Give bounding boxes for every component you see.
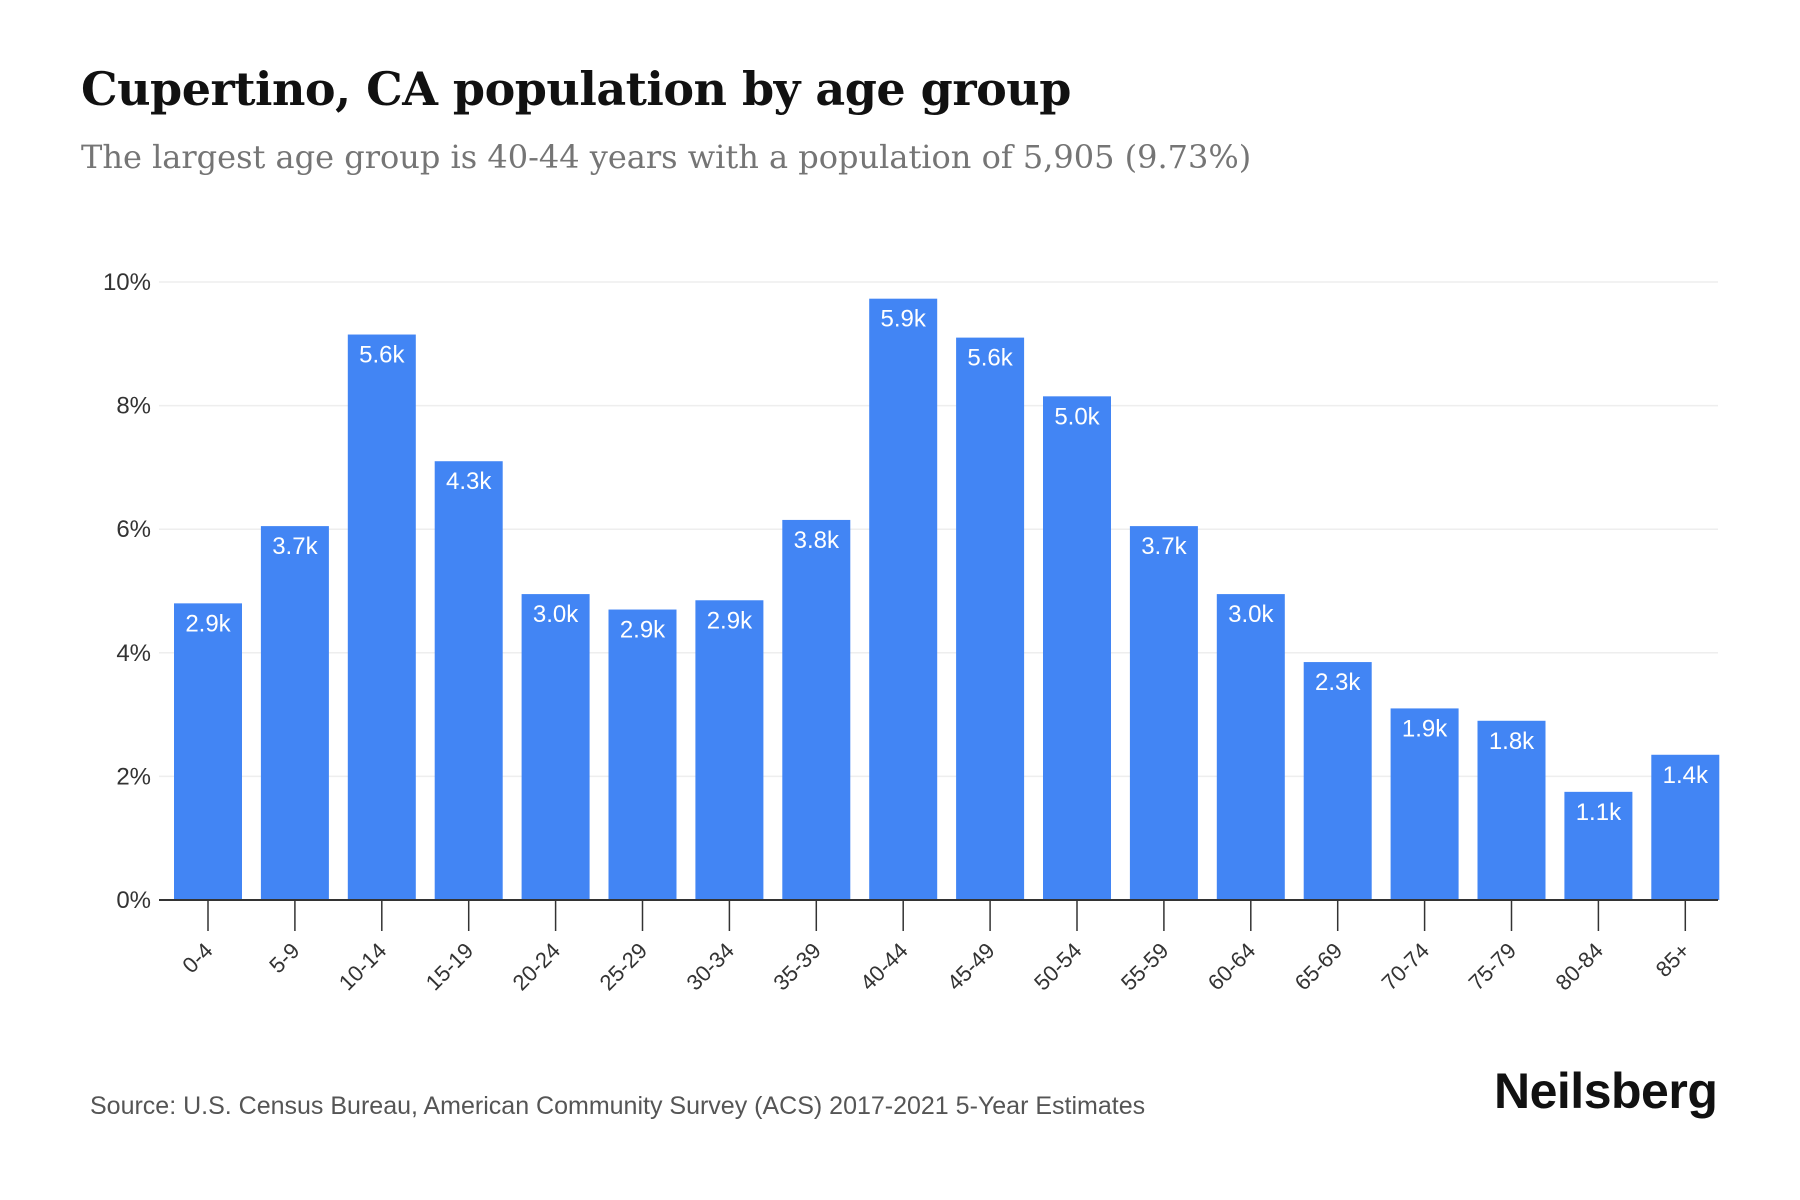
bar-chart: 0%2%4%6%8%10% 2.9k3.7k5.6k4.3k3.0k2.9k 2.… bbox=[103, 269, 1720, 995]
source-note: Source: U.S. Census Bureau, American Com… bbox=[90, 1092, 1146, 1120]
brand-logo: Neilsberg bbox=[1494, 1063, 1718, 1119]
x-tick-label: 45-49 bbox=[942, 938, 999, 995]
bar bbox=[347, 334, 416, 900]
bar-data-label: 3.7k bbox=[272, 533, 318, 560]
bar-data-label: 2.9k bbox=[185, 610, 231, 637]
bar-data-label: 1.4k bbox=[1663, 762, 1709, 789]
bar bbox=[521, 594, 590, 900]
gridlines bbox=[159, 281, 1718, 778]
bar-data-label: 3.0k bbox=[1228, 601, 1274, 628]
bar-data-label: 1.8k bbox=[1489, 728, 1535, 755]
x-tick-label: 65-69 bbox=[1290, 938, 1347, 995]
bar bbox=[1390, 708, 1459, 900]
x-tick-label: 55-59 bbox=[1116, 938, 1173, 995]
bar bbox=[174, 603, 242, 900]
bar bbox=[1303, 662, 1372, 900]
bar-data-label: 5.6k bbox=[359, 342, 405, 369]
bar-data-label: 3.0k bbox=[533, 601, 579, 628]
bar-data-label: 1.9k bbox=[1402, 715, 1448, 742]
x-tick-label: 0-4 bbox=[177, 938, 217, 978]
bar bbox=[260, 526, 329, 900]
bar-data-label: 5.6k bbox=[967, 345, 1013, 372]
x-tick-label: 15-19 bbox=[421, 938, 478, 995]
bar bbox=[608, 609, 677, 900]
chart-subtitle: The largest age group is 40-44 years wit… bbox=[81, 138, 1252, 176]
x-tick-label: 40-44 bbox=[855, 938, 912, 995]
chart-title: Cupertino, CA population by age group bbox=[81, 62, 1071, 116]
bar bbox=[1477, 720, 1546, 900]
x-tick-label: 75-79 bbox=[1464, 938, 1521, 995]
bars bbox=[174, 298, 1720, 900]
bar-data-label: 2.9k bbox=[707, 607, 753, 634]
bar-data-label: 2.3k bbox=[1315, 669, 1361, 696]
y-tick-label: 6% bbox=[116, 516, 151, 543]
x-tick-label: 20-24 bbox=[508, 938, 565, 995]
bar bbox=[869, 298, 938, 900]
y-tick-label: 2% bbox=[116, 763, 151, 790]
x-tick-label: 10-14 bbox=[334, 938, 391, 995]
x-tick-label: 80-84 bbox=[1550, 938, 1607, 995]
x-tick-label: 5-9 bbox=[264, 938, 304, 978]
bar bbox=[1216, 594, 1285, 900]
bar bbox=[956, 337, 1025, 900]
bar bbox=[1564, 791, 1633, 900]
bar bbox=[1043, 396, 1111, 900]
bar-data-labels: 2.9k 3.7k 5.6k 4.3k 3.0k 2.9k 2.9k 3.8k 5.9k 5.6k… bbox=[185, 306, 1709, 826]
y-tick-label: 4% bbox=[116, 640, 151, 667]
x-tick-label: 85+ bbox=[1651, 938, 1695, 982]
x-axis-ticks: 0-4 5-9 10-14 15-19 20-24 25-29 30-34 35-39 40-4… bbox=[177, 900, 1695, 995]
y-tick-label: 10% bbox=[103, 269, 151, 296]
x-tick-label: 30-34 bbox=[681, 938, 738, 995]
bar bbox=[1129, 526, 1198, 900]
x-tick-label: 50-54 bbox=[1029, 938, 1086, 995]
bar bbox=[695, 600, 764, 900]
bar-data-label: 3.8k bbox=[794, 527, 840, 554]
bar-data-label: 5.9k bbox=[881, 306, 927, 333]
bar-data-label: 3.7k bbox=[1141, 533, 1187, 560]
x-tick-label: 60-64 bbox=[1203, 938, 1260, 995]
bar-data-label: 1.1k bbox=[1576, 799, 1622, 826]
bar bbox=[1651, 754, 1720, 900]
x-tick-label: 25-29 bbox=[595, 938, 652, 995]
bar bbox=[782, 519, 851, 900]
bar bbox=[434, 461, 503, 900]
x-tick-label: 70-74 bbox=[1377, 938, 1434, 995]
bar-data-label: 5.0k bbox=[1054, 403, 1100, 430]
bar-data-label: 4.3k bbox=[446, 468, 492, 495]
y-tick-label: 0% bbox=[116, 887, 151, 914]
y-axis-ticks: 0% 2% 4% 6% 8% 10% bbox=[103, 269, 151, 914]
bar-data-label: 2.9k bbox=[620, 617, 666, 644]
x-tick-label: 35-39 bbox=[768, 938, 825, 995]
y-tick-label: 8% bbox=[116, 393, 151, 420]
